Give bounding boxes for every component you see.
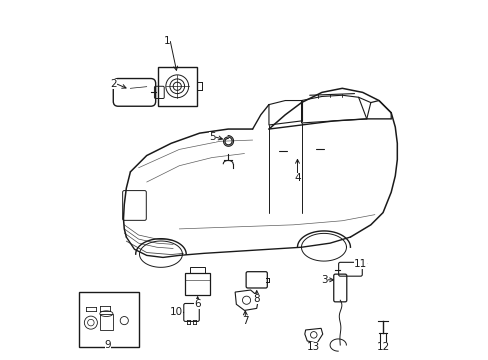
Text: 7: 7 <box>242 316 248 325</box>
Bar <box>190 267 204 273</box>
Bar <box>79 292 138 347</box>
Text: 8: 8 <box>253 294 260 304</box>
Text: 10: 10 <box>169 307 182 318</box>
Text: 6: 6 <box>194 299 201 309</box>
Text: 5: 5 <box>209 132 216 142</box>
Text: 12: 12 <box>376 342 389 352</box>
Text: 11: 11 <box>353 258 366 269</box>
Text: 1: 1 <box>163 36 170 46</box>
Text: 9: 9 <box>104 340 111 350</box>
Text: 13: 13 <box>306 342 320 352</box>
Text: 3: 3 <box>321 275 327 285</box>
Text: 4: 4 <box>294 173 300 183</box>
Text: 2: 2 <box>110 79 117 89</box>
Bar <box>100 314 113 330</box>
Bar <box>185 273 209 295</box>
